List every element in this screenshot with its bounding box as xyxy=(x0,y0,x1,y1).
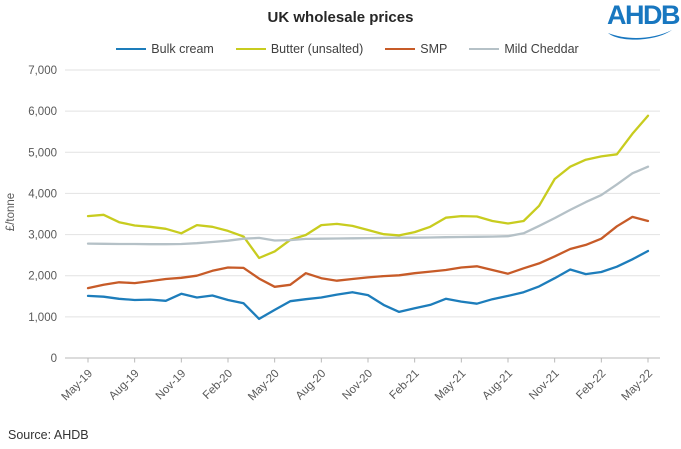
legend-label-smp: SMP xyxy=(420,42,448,56)
y-tick-label: 1,000 xyxy=(28,312,57,324)
source-note: Source: AHDB xyxy=(8,428,89,442)
series-line-mild-cheddar xyxy=(86,165,650,246)
y-tick-label: 3,000 xyxy=(28,230,57,242)
y-tick-label: 4,000 xyxy=(28,188,57,200)
ahdb-logo-text: AHDB xyxy=(607,0,681,30)
x-tick-label: May-19 xyxy=(60,368,96,404)
x-tick-label: Aug-20 xyxy=(294,368,329,403)
y-tick-label: 6,000 xyxy=(28,106,57,118)
x-tick-label: Aug-19 xyxy=(107,368,142,403)
legend-item-butter-unsalted: Butter (unsalted) xyxy=(235,42,364,56)
y-tick-label: 5,000 xyxy=(28,147,57,159)
series-line-butter-unsalted xyxy=(86,114,650,260)
legend-label-butter-unsalted: Butter (unsalted) xyxy=(270,42,364,56)
x-tick-label: Feb-21 xyxy=(388,368,422,402)
x-tick-label: May-20 xyxy=(246,368,282,404)
ahdb-logo-swoosh-icon xyxy=(608,30,672,40)
legend-item-mild-cheddar: Mild Cheddar xyxy=(469,42,579,56)
x-tick-label: Nov-19 xyxy=(154,368,189,403)
series-line-bulk-cream xyxy=(86,249,650,321)
x-tick-label: Nov-20 xyxy=(340,368,375,403)
chart-title: UK wholesale prices xyxy=(267,9,414,26)
x-tick-label: Feb-20 xyxy=(201,368,235,402)
y-tick-label: 7,000 xyxy=(28,65,57,77)
y-tick-label: 2,000 xyxy=(28,271,57,283)
legend-swatch-butter-unsalted xyxy=(235,48,266,50)
legend-swatch-bulk-cream xyxy=(116,48,147,50)
legend-item-smp: SMP xyxy=(385,42,447,56)
legend-label-mild-cheddar: Mild Cheddar xyxy=(504,42,579,56)
legend-swatch-smp xyxy=(385,48,416,50)
x-tick-label: Aug-21 xyxy=(480,368,515,403)
ahdb-logo: AHDB xyxy=(607,0,681,42)
legend-swatch-mild-cheddar xyxy=(469,48,500,50)
x-tick-label: May-22 xyxy=(620,368,656,404)
series-line-smp xyxy=(86,215,650,290)
y-tick-label: 0 xyxy=(51,353,57,365)
x-tick-label: Nov-21 xyxy=(527,368,562,403)
chart-legend: Bulk cream Butter (unsalted) SMP Mild Chedd… xyxy=(60,40,635,58)
x-tick-label: May-21 xyxy=(433,368,469,404)
legend-item-bulk-cream: Bulk cream xyxy=(116,42,214,56)
x-tick-label: Feb-22 xyxy=(574,368,608,402)
legend-label-bulk-cream: Bulk cream xyxy=(151,42,214,56)
